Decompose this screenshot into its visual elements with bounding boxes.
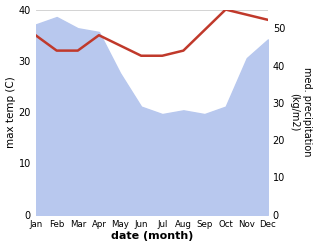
X-axis label: date (month): date (month) <box>111 231 193 242</box>
Y-axis label: med. precipitation
(kg/m2): med. precipitation (kg/m2) <box>289 67 313 157</box>
Y-axis label: max temp (C): max temp (C) <box>5 76 16 148</box>
